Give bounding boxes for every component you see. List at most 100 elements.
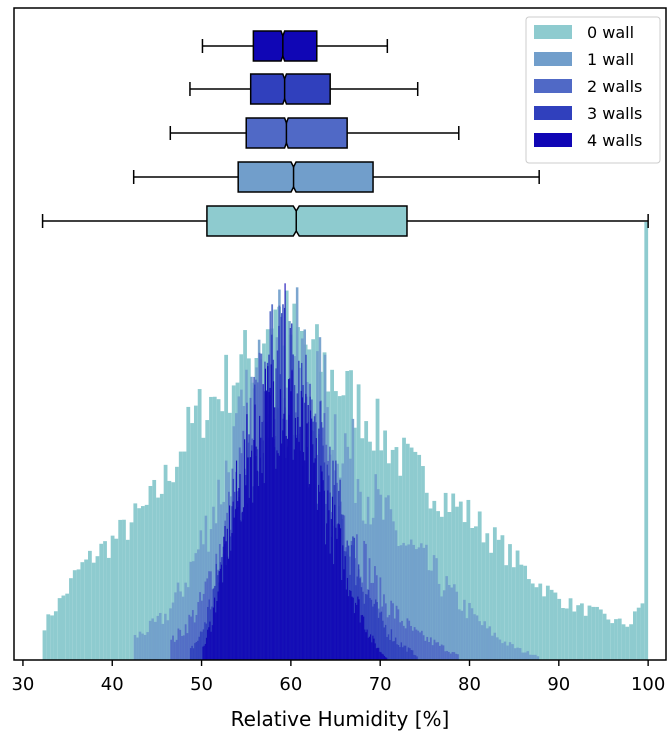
hist-bar	[433, 639, 436, 660]
hist-bar	[602, 613, 607, 660]
hist-bar	[400, 642, 403, 660]
hist-bar	[572, 611, 577, 660]
x-tick-label: 60	[279, 674, 302, 695]
hist-bar	[266, 390, 268, 660]
hist-bar	[523, 652, 527, 660]
hist-bar	[345, 589, 347, 660]
hist-bar	[530, 583, 535, 660]
hist-bar	[301, 397, 303, 660]
hist-bar	[76, 569, 81, 660]
hist-bar	[189, 561, 192, 660]
hist-bar	[473, 614, 476, 660]
hist-bar	[389, 639, 391, 660]
hist-bar	[375, 599, 377, 660]
hist-bar	[576, 605, 581, 660]
hist-bar	[184, 624, 187, 660]
hist-bar	[380, 611, 383, 660]
hist-bar	[515, 550, 520, 660]
hist-bar	[397, 645, 400, 660]
hist-bar	[536, 656, 540, 660]
hist-bar	[503, 641, 507, 660]
legend-label: 0 wall	[587, 23, 634, 42]
hist-bar	[462, 522, 467, 660]
hist-bar	[207, 629, 209, 660]
hist-bar	[380, 652, 382, 660]
hist-bar	[296, 437, 298, 660]
hist-bar	[291, 370, 293, 660]
hist-bar	[393, 618, 396, 660]
hist-bar	[383, 627, 385, 660]
hist-bar	[587, 605, 592, 660]
hist-bar	[348, 596, 350, 660]
hist-bar	[148, 485, 153, 660]
hist-bar	[498, 639, 502, 660]
hist-bar	[201, 631, 203, 660]
hist-bar	[233, 517, 235, 660]
boxplot-3	[189, 73, 419, 105]
hist-bar	[122, 519, 126, 660]
hist-bar	[440, 596, 443, 660]
hist-bar	[327, 490, 329, 660]
hist-bar	[246, 414, 248, 660]
hist-bar	[529, 654, 532, 660]
hist-bar	[264, 368, 267, 660]
hist-bar	[640, 603, 645, 660]
hist-bar	[223, 536, 225, 660]
hist-bar	[629, 624, 633, 660]
hist-bar	[500, 535, 505, 660]
hist-bar	[50, 615, 54, 660]
hist-bar	[444, 651, 447, 660]
hist-bar	[195, 614, 198, 660]
hist-bar	[316, 509, 319, 660]
hist-bar	[204, 622, 206, 660]
hist-bar	[281, 443, 283, 660]
hist-bar	[424, 640, 427, 660]
hist-bar	[470, 527, 475, 660]
hist-bar	[146, 632, 149, 660]
hist-bar	[492, 527, 497, 660]
boxplot-0	[41, 205, 649, 237]
hist-bar	[114, 538, 119, 660]
hist-bar	[191, 645, 193, 660]
hist-bar	[557, 598, 562, 660]
hist-bar	[542, 596, 546, 660]
hist-bar	[271, 437, 273, 660]
hist-bar	[170, 639, 173, 660]
hist-bar	[396, 644, 398, 660]
hist-bar	[275, 468, 277, 660]
hist-bar	[318, 484, 320, 660]
hist-bar	[193, 405, 198, 660]
hist-bar	[305, 393, 307, 660]
hist-bar	[84, 559, 88, 660]
hist-bar	[338, 524, 340, 660]
hist-bar	[399, 545, 403, 660]
hist-bar	[374, 643, 376, 660]
hist-bar	[229, 505, 231, 660]
hist-bar	[209, 396, 213, 660]
hist-bar	[118, 519, 123, 660]
hist-bar	[372, 635, 374, 660]
hist-bar	[230, 550, 232, 660]
hist-bar	[516, 647, 519, 660]
hist-bar	[194, 553, 198, 660]
hist-bar	[568, 598, 573, 660]
hist-bar	[197, 602, 200, 660]
hist-bar	[248, 497, 250, 660]
hist-bar	[176, 582, 180, 660]
hist-bar	[453, 584, 456, 660]
hist-bar	[598, 609, 603, 660]
hist-bar	[224, 525, 226, 660]
hist-bar	[376, 647, 379, 660]
hist-bar	[610, 623, 615, 660]
hist-bar	[358, 599, 360, 660]
hist-bar	[389, 509, 393, 660]
hist-bar	[412, 544, 415, 660]
hist-bar	[133, 634, 137, 660]
hist-bar	[591, 606, 596, 660]
hist-bar	[344, 433, 347, 660]
hist-bar	[383, 655, 386, 660]
hist-bar	[361, 614, 364, 660]
hist-bar	[190, 423, 194, 660]
hist-bar	[354, 602, 357, 660]
